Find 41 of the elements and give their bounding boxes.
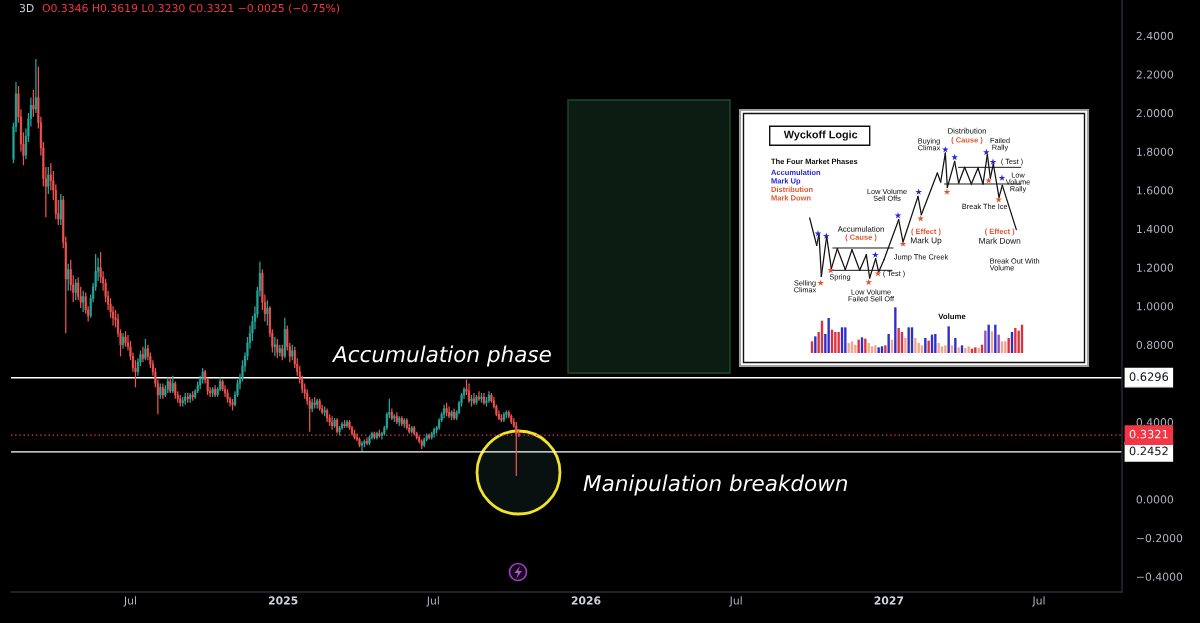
y-tick-label: 0.8000: [1136, 340, 1174, 350]
annotation: Mark Up: [910, 237, 942, 245]
candlestick: [360, 440, 364, 452]
y-tick-label: 1.6000: [1137, 186, 1174, 195]
y-tick-label: 2.0000: [1136, 109, 1174, 118]
candlestick: [338, 425, 341, 437]
y-tick-label: 0.4000: [1136, 418, 1174, 427]
candlestick: [358, 436, 361, 448]
x-tick-label: 2027: [874, 596, 904, 605]
y-tick-label: 2.4000: [1136, 31, 1174, 40]
y-tick-label: 1.0000: [1137, 302, 1174, 311]
chart-title: 3D: [19, 3, 34, 13]
y-tick-label: 1.2000: [1137, 263, 1174, 272]
annotation: Mark Down: [979, 237, 1021, 244]
x-tick-label: Jul: [123, 596, 136, 607]
y-tick-label: −0.2000: [1137, 533, 1183, 543]
candlestick: [368, 434, 371, 446]
y-tick-label: 2.2000: [1136, 70, 1174, 79]
x-tick-label: 2026: [571, 596, 601, 605]
y-tick-label: −0.4000: [1137, 572, 1183, 581]
candlestick: [266, 299, 269, 327]
candlestick: [467, 382, 471, 404]
x-tick-label: Jul: [426, 596, 439, 607]
candlestick: [475, 394, 478, 406]
candlestick: [477, 390, 481, 402]
ref-line-label: 0.2452: [1129, 446, 1168, 456]
annotation: Accumulation phase: [331, 345, 551, 367]
ref-line-label: 0.6296: [1129, 372, 1169, 381]
y-tick-label: 1.8000: [1137, 147, 1174, 156]
annotation: Wyckoff Logic: [783, 130, 858, 141]
candlestick: [226, 388, 229, 404]
y-tick-label: 1.4000: [1137, 224, 1174, 234]
x-tick-label: 2025: [268, 596, 298, 605]
x-tick-label: Jul: [729, 596, 742, 607]
x-tick-label: Jul: [1031, 596, 1045, 607]
ref-line-label: 0.3321: [1129, 429, 1168, 439]
y-tick-label: 0.0000: [1136, 495, 1174, 504]
candlestick: [74, 278, 77, 301]
annotation: Manipulation breakdown: [583, 474, 847, 496]
candlestick: [472, 392, 476, 406]
chart-subtitle: O0.3346 H0.3619 L0.3230 C0.3321 −0.0025 (−0.75%): [42, 3, 340, 14]
